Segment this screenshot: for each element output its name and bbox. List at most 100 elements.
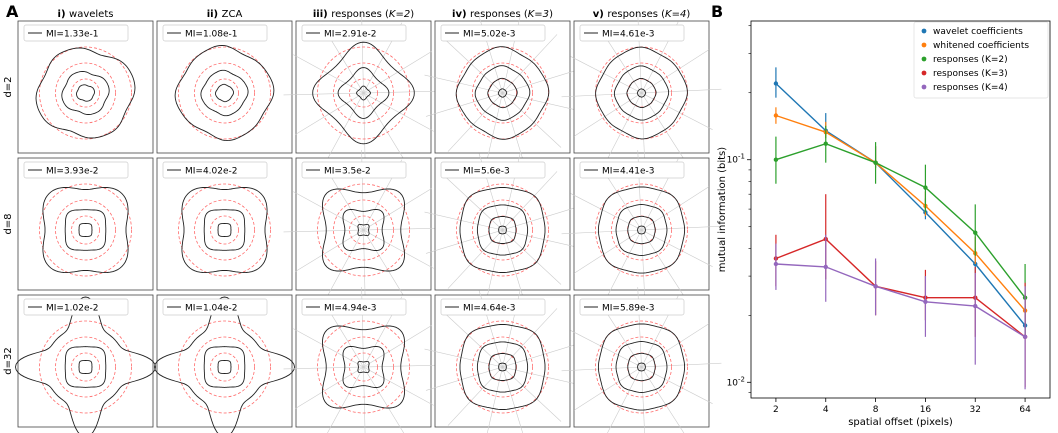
- contour-line: [615, 341, 668, 393]
- contour-panel-r3-c4: MI=4.64e-3: [424, 288, 581, 433]
- legend-label: whitened coefficients: [933, 41, 1029, 51]
- data-point: [973, 230, 978, 235]
- data-point: [923, 299, 928, 304]
- reference-circle: [39, 46, 132, 140]
- reference-circle: [472, 199, 533, 261]
- contour-panel-r1-c5: MI=4.61e-3: [561, 13, 722, 173]
- mi-label: MI=4.61e-3: [602, 30, 655, 40]
- contour-line: [61, 71, 110, 115]
- panel-frame: [434, 294, 571, 428]
- contour-line: [200, 69, 249, 117]
- panel-frame: [434, 157, 571, 291]
- panel-b-letter: B: [711, 2, 723, 21]
- contour-line: [487, 77, 518, 109]
- legend-box: [162, 298, 268, 316]
- legend-box: [579, 161, 685, 179]
- contour-line: [595, 46, 688, 140]
- contour-line: [312, 41, 415, 145]
- legend-box: [301, 161, 407, 179]
- radial-line: [283, 227, 444, 233]
- data-point: [773, 81, 779, 86]
- reference-circle: [349, 352, 378, 382]
- reference-circle: [627, 78, 656, 108]
- reference-circle: [210, 78, 239, 108]
- column-title-5: v) responses (K=4): [593, 9, 691, 20]
- contour-line: [637, 225, 646, 235]
- contour-line: [78, 223, 93, 237]
- column-title-4: iv) responses (K=3): [452, 9, 553, 20]
- reference-circle: [472, 62, 533, 124]
- contour-line: [627, 215, 656, 245]
- reference-circle: [611, 336, 672, 398]
- mi-label: MI=4.02e-2: [185, 167, 238, 177]
- y-axis-label: mutual information (bits): [717, 147, 728, 272]
- reference-circle: [611, 199, 672, 261]
- contour-panel-r2-c2: MI=4.02e-2: [156, 157, 293, 291]
- contour-panel-r3-c2: MI=1.04e-2: [154, 294, 295, 433]
- legend-marker: [921, 42, 927, 48]
- contour-line: [203, 346, 246, 388]
- contour-line: [474, 65, 531, 121]
- series-line: [775, 238, 1026, 338]
- x-axis-label: spatial offset (pixels): [848, 417, 953, 428]
- legend-box: [23, 24, 129, 42]
- y-tick-label: 10-2: [727, 375, 745, 388]
- panel-frame: [17, 157, 154, 291]
- contour-line: [636, 88, 647, 98]
- legend-box: [301, 298, 407, 316]
- data-point: [773, 113, 779, 118]
- contour-line: [626, 77, 657, 109]
- legend-marker: [921, 28, 927, 34]
- data-point: [973, 303, 978, 309]
- reference-circle: [194, 199, 255, 261]
- reference-circle: [317, 183, 410, 277]
- legend-box: [23, 161, 129, 179]
- series-3: [773, 125, 1028, 337]
- radial-line: [424, 348, 581, 386]
- mi-label: MI=5.89e-3: [602, 304, 655, 314]
- reference-circle: [55, 62, 116, 124]
- mi-label: MI=5.6e-3: [463, 167, 510, 177]
- contour-line: [613, 65, 670, 121]
- legend-label: wavelet coefficients: [933, 27, 1023, 37]
- reference-circle: [488, 215, 517, 245]
- column-title-1: i) wavelets: [58, 9, 114, 20]
- contour-line: [322, 325, 405, 409]
- contour-line: [42, 186, 129, 274]
- contour-line: [217, 223, 232, 237]
- reference-circle: [333, 62, 394, 124]
- panel-frame: [156, 20, 293, 154]
- contour-line: [154, 296, 295, 433]
- data-point: [873, 284, 878, 289]
- mi-label: MI=5.02e-3: [463, 30, 516, 40]
- contour-line: [498, 225, 507, 235]
- contour-line: [476, 341, 529, 393]
- mi-label: MI=4.41e-3: [602, 167, 655, 177]
- reference-circle: [595, 183, 688, 277]
- row-label-3: d=32: [3, 347, 14, 374]
- reference-circle: [71, 352, 100, 382]
- reference-circle: [472, 336, 533, 398]
- series-line: [775, 114, 1026, 312]
- contour-line: [337, 67, 390, 119]
- radial-line: [283, 364, 444, 370]
- contour-line: [78, 360, 93, 374]
- x-tick-label: 16: [920, 405, 932, 415]
- reference-circle: [456, 183, 549, 277]
- reference-circle: [333, 199, 394, 261]
- reference-circle: [611, 62, 672, 124]
- radial-line: [570, 193, 713, 267]
- legend-box: [440, 298, 546, 316]
- data-point: [773, 261, 779, 267]
- data-point: [923, 185, 928, 190]
- contour-line: [181, 186, 268, 274]
- series-line: [775, 142, 1026, 299]
- panel-frame: [156, 157, 293, 291]
- reference-circle: [71, 78, 100, 108]
- legend-marker: [921, 84, 927, 90]
- contour-line: [342, 346, 385, 388]
- reference-circle: [317, 320, 410, 414]
- legend-label: responses (K=4): [933, 83, 1008, 93]
- reference-circle: [210, 352, 239, 382]
- contour-line: [203, 209, 246, 251]
